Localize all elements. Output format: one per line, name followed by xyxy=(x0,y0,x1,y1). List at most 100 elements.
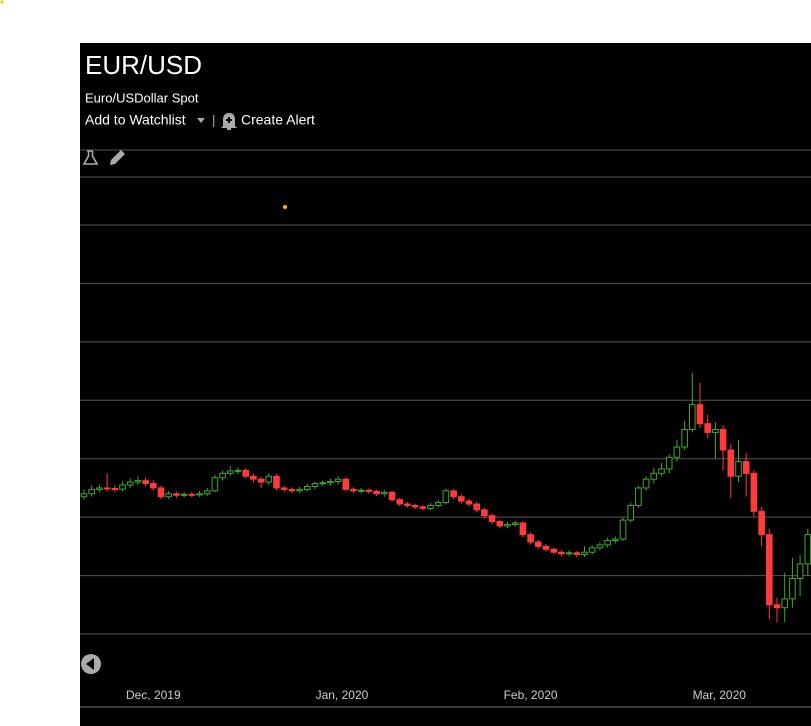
dot xyxy=(0,0,4,4)
candle-body xyxy=(704,423,712,433)
dropdown-arrow[interactable] xyxy=(197,118,205,123)
candle-body xyxy=(450,490,457,498)
candle-body xyxy=(619,519,627,540)
candle-body xyxy=(465,500,473,505)
candle-body xyxy=(796,563,804,579)
candle-body xyxy=(535,541,542,547)
candle-body xyxy=(727,449,735,477)
candle-body xyxy=(219,472,226,479)
candle-body xyxy=(304,485,311,490)
candle-body xyxy=(242,469,249,477)
marker-dot xyxy=(283,205,287,209)
x-tick-label: Dec, 2019 xyxy=(126,688,181,702)
candle-body xyxy=(612,538,619,542)
candle-body xyxy=(334,478,342,483)
candle-body xyxy=(442,490,450,504)
candle-body xyxy=(427,504,434,509)
candle-body xyxy=(565,552,573,555)
candle-body xyxy=(311,483,319,487)
candle-body xyxy=(635,487,642,506)
candle-body xyxy=(134,480,142,483)
candle-body xyxy=(719,429,727,451)
candle-body xyxy=(773,604,781,609)
candle-body xyxy=(527,534,534,543)
candle-body xyxy=(496,521,504,527)
alert-button[interactable]: Create Alert xyxy=(241,112,315,128)
candle-body xyxy=(103,487,111,490)
candle-body xyxy=(157,487,165,498)
candle-body xyxy=(365,489,373,492)
candle-body xyxy=(750,472,758,512)
candle-body xyxy=(342,478,350,490)
candle-body xyxy=(203,490,211,495)
x-tick-label: Feb, 2020 xyxy=(504,688,558,702)
candle-body xyxy=(766,534,773,606)
candle-body xyxy=(188,493,196,496)
candle-body xyxy=(250,475,257,480)
candle-body xyxy=(350,488,357,492)
candle-body xyxy=(781,598,789,609)
candle-body xyxy=(712,429,719,433)
separator: | xyxy=(212,112,215,127)
candle-body xyxy=(319,482,326,485)
candle-body xyxy=(758,510,765,536)
candle-body xyxy=(581,551,588,556)
candle-body xyxy=(411,504,419,508)
candle-body xyxy=(742,461,750,474)
candle-body xyxy=(604,540,611,546)
title: EUR/USD xyxy=(85,50,202,80)
candle-body xyxy=(119,484,126,490)
watchlist-button[interactable]: Add to Watchlist xyxy=(85,112,186,128)
candle-body xyxy=(180,493,188,496)
candle-body xyxy=(265,475,273,483)
candle-body xyxy=(234,469,242,472)
candle-body xyxy=(373,490,380,495)
candle-body xyxy=(142,480,149,485)
candle-body xyxy=(257,478,265,483)
studies-icon[interactable] xyxy=(82,150,99,165)
candle-body xyxy=(211,477,219,492)
panel xyxy=(80,43,811,726)
candle-body xyxy=(642,478,650,489)
subtitle: Euro/USDollar Spot xyxy=(85,90,199,105)
candle-body xyxy=(458,496,465,502)
draw-icon[interactable] xyxy=(110,150,125,165)
candle-body xyxy=(596,544,604,549)
candle-body xyxy=(388,491,396,501)
candle-body xyxy=(96,487,103,490)
candle-body xyxy=(88,488,96,495)
candle-body xyxy=(473,503,480,511)
candle-body xyxy=(227,470,234,474)
candle-body xyxy=(735,461,742,477)
candle-body xyxy=(280,487,288,490)
candle-body xyxy=(665,456,673,470)
candle-body xyxy=(550,548,558,553)
candle-body xyxy=(542,545,550,550)
candle-body xyxy=(650,472,658,480)
candle-body xyxy=(111,488,119,491)
candle-body xyxy=(696,404,704,425)
candle-body xyxy=(357,489,365,492)
scroll-arrow[interactable] xyxy=(86,658,94,670)
candle-body xyxy=(681,429,688,448)
candle-body xyxy=(588,547,596,553)
candle-body xyxy=(511,522,519,525)
candle-body xyxy=(789,577,796,600)
candle-body xyxy=(165,493,172,498)
candle-body xyxy=(196,493,203,496)
bell-icon[interactable] xyxy=(221,113,237,130)
candle-body xyxy=(658,468,665,474)
candle-body xyxy=(504,523,511,527)
candle-body xyxy=(396,499,403,505)
candle-body xyxy=(296,488,303,492)
x-tick-label: Mar, 2020 xyxy=(693,688,747,702)
candle-body xyxy=(288,488,296,492)
candle-body xyxy=(404,503,411,506)
candle-body xyxy=(627,504,635,521)
candle-body xyxy=(519,522,527,536)
candle-body xyxy=(558,551,565,555)
candle-body xyxy=(804,534,811,565)
candle-body xyxy=(573,552,581,556)
